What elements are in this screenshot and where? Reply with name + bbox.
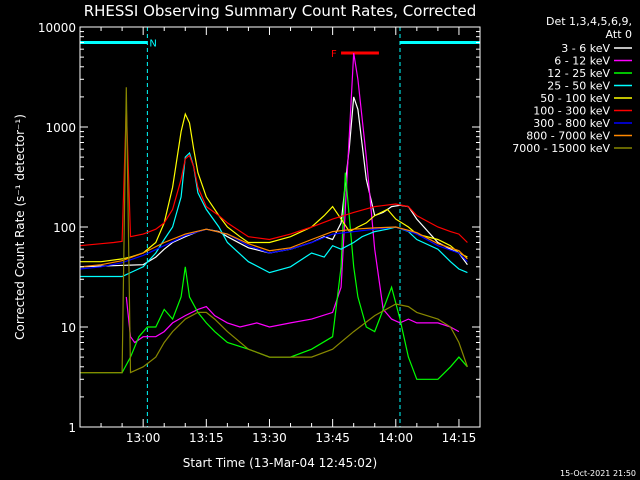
legend-label-9: 7000 - 15000 keV [512,142,610,155]
series-line-6 [79,106,468,247]
chart-title: RHESSI Observing Summary Count Rates, Co… [84,2,477,20]
legend-label-2: 6 - 12 keV [554,55,610,68]
timestamp: 15-Oct-2021 21:50 [560,469,636,478]
y-tick-label: 10000 [38,21,76,35]
series-line-7 [79,226,468,270]
legend-label-3: 12 - 25 keV [547,67,610,80]
x-axis-label: Start Time (13-Mar-04 12:45:02) [183,456,377,470]
legend-label-5: 50 - 100 keV [540,92,610,105]
series-line-9 [80,87,468,374]
x-tick-label: 13:00 [126,431,161,445]
series-line-8 [79,226,468,268]
y-axis-label: Corrected Count Rate (s⁻¹ detector⁻¹) [13,114,27,340]
series-line-5 [80,112,468,263]
y-tick-label: 100 [53,221,76,235]
x-tick-label: 14:15 [442,431,477,445]
legend-title-line-1: Det 1,3,4,5,6,9, [546,15,632,28]
series-line-3 [80,172,468,380]
legend-label-7: 300 - 800 keV [533,117,610,130]
series-line-2 [125,52,460,344]
x-tick-label: 13:15 [189,431,224,445]
x-tick-label: 14:00 [378,431,413,445]
y-tick-label: 1000 [45,121,76,135]
legend-label-6: 100 - 300 keV [533,105,610,118]
legend-label-4: 25 - 50 keV [547,80,610,93]
legend-label-8: 800 - 7000 keV [526,130,610,143]
flare-label: F [331,49,337,60]
legend-label-1: 3 - 6 keV [561,42,610,55]
y-tick-label: 10 [61,321,76,335]
legend-title-line-2: Att 0 [606,28,632,41]
x-tick-label: 13:45 [315,431,350,445]
y-tick-label: 1 [68,421,76,435]
night-label: N [149,38,156,49]
x-tick-label: 13:30 [252,431,287,445]
